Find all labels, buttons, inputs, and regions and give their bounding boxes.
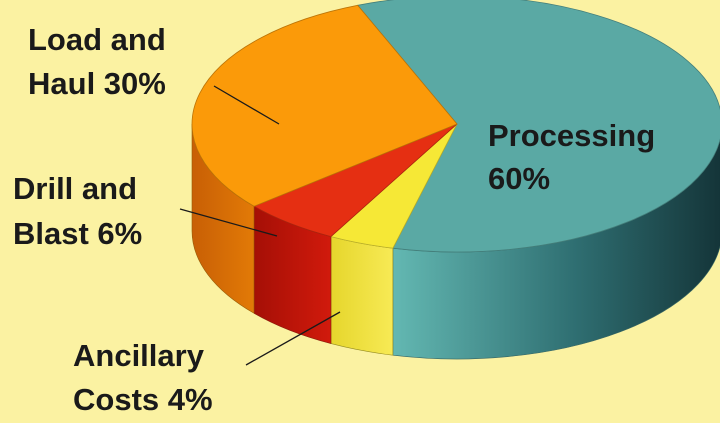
pie-slice-load-and — [191, 4, 458, 207]
slice-label-line: Drill and — [13, 171, 137, 206]
slice-label-line: Haul 30% — [28, 66, 166, 101]
pie-side-walls — [191, 123, 720, 360]
leader-line-drill-and — [179, 208, 278, 237]
leader-line-load-and — [213, 85, 280, 125]
slice-label-ancillary: Ancillary Costs 4% — [73, 338, 213, 417]
slice-label-load-and: Load and Haul 30% — [28, 22, 166, 101]
slice-labels: Processing 60% Ancillary Costs 4% Drill and B… — [13, 22, 655, 417]
pie-slice-processing — [356, 0, 720, 253]
pie-top-faces — [191, 0, 720, 253]
slice-label-processing: Processing 60% — [488, 118, 655, 196]
slice-label-line: Ancillary — [73, 338, 205, 373]
leader-line-ancillary — [245, 311, 341, 366]
slice-label-line: Costs 4% — [73, 382, 213, 417]
slice-label-line: Processing — [488, 118, 655, 153]
slice-label-line: Load and — [28, 22, 166, 57]
label-leader-lines — [179, 85, 341, 366]
slice-label-line: 60% — [488, 161, 550, 196]
pie-side-ancillary — [330, 236, 394, 356]
slice-label-line: Blast 6% — [13, 216, 142, 251]
slice-label-drill-and: Drill and Blast 6% — [13, 171, 142, 251]
